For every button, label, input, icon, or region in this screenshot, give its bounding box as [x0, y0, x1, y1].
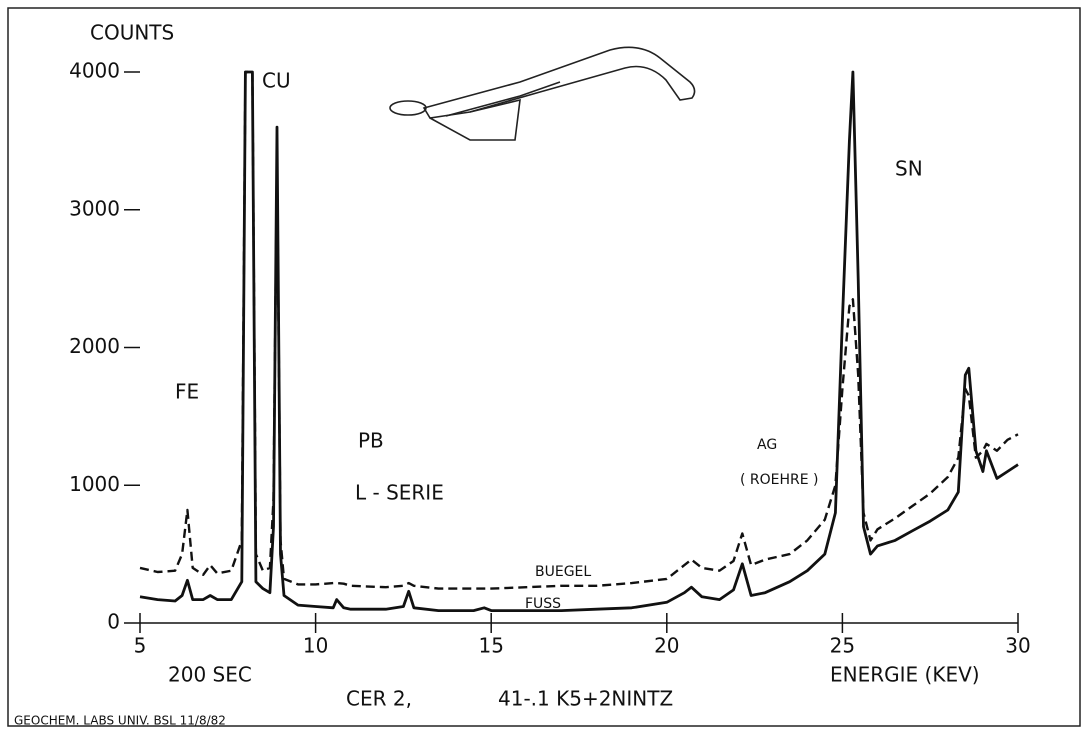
annotation: AG	[757, 437, 777, 453]
spectrum-line	[139, 70, 1019, 590]
x-axis-label: ENERGIE (KEV)	[830, 663, 980, 687]
x-tick-label: 15	[478, 634, 503, 658]
annotation: L - SERIE	[355, 481, 444, 505]
series-label: FUSS	[525, 596, 561, 612]
x-tick-label: 20	[654, 634, 679, 658]
y-tick-label: 4000	[69, 59, 120, 83]
annotation: CU	[262, 69, 291, 93]
annotation: 41-.1 K5+2NINTZ	[498, 687, 673, 711]
annotation: 200 SEC	[168, 663, 252, 687]
y-tick-label: 1000	[69, 472, 120, 496]
y-tick-label: 3000	[69, 196, 120, 220]
annotation: GEOCHEM. LABS UNIV. BSL 11/8/82	[14, 714, 226, 728]
fibula-drawing	[389, 46, 696, 141]
frame	[7, 7, 1081, 727]
y-tick-label: 2000	[69, 334, 120, 358]
x-tick-label: 30	[1005, 634, 1030, 658]
annotation: FE	[175, 380, 199, 404]
spectrum-line	[139, 70, 1019, 612]
annotation: ( ROEHRE )	[740, 472, 819, 488]
x-tick-label: 10	[303, 634, 328, 658]
y-tick-label: 0	[107, 610, 120, 634]
annotation: CER 2,	[346, 687, 412, 711]
annotation: PB	[358, 429, 384, 453]
series-label: BUEGEL	[535, 564, 591, 580]
y-axis-label: COUNTS	[90, 21, 174, 45]
x-tick-label: 25	[830, 634, 855, 658]
annotation: SN	[895, 157, 923, 181]
x-tick-label: 5	[134, 634, 147, 658]
